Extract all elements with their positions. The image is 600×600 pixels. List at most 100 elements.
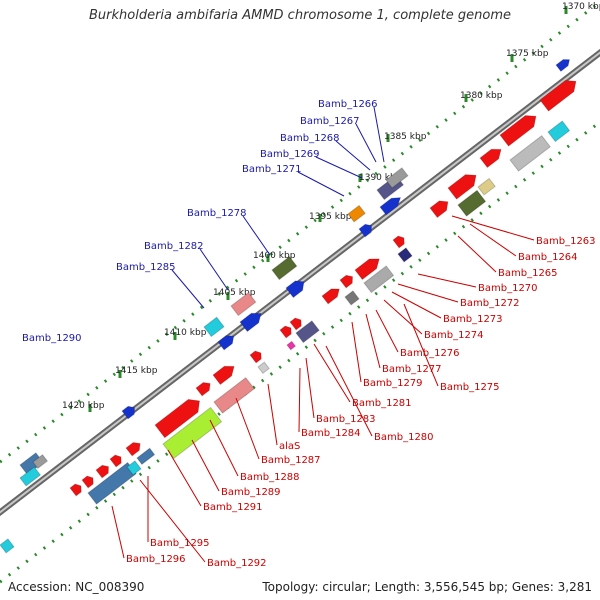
- leader-line: [383, 299, 423, 335]
- tick-label: 1375 kbp: [506, 49, 549, 59]
- inner-gene-label: alaS: [279, 441, 300, 452]
- inner-gene-label: Bamb_1287: [261, 455, 321, 466]
- gene-box-purple: [295, 320, 320, 344]
- outer-gene-label: Bamb_1268: [280, 133, 340, 144]
- outer-gene-label: Bamb_1290: [22, 333, 82, 344]
- inner-gene-label: Bamb_1264: [518, 252, 578, 263]
- inner-gene-label: Bamb_1273: [443, 314, 503, 325]
- gene-arrow-red: [479, 148, 502, 169]
- gene-box-cyan: [19, 466, 42, 487]
- gene-box-gray: [32, 453, 49, 470]
- gene-arrow-red: [289, 317, 302, 331]
- gene-box-gray: [385, 167, 409, 189]
- gene-arrow-red: [249, 350, 262, 364]
- leader-line: [267, 383, 278, 446]
- inner-gene-label: Bamb_1283: [316, 414, 376, 425]
- leader-line: [111, 505, 125, 559]
- map-title: Burkholderia ambifaria AMMD chromosome 1…: [88, 8, 512, 23]
- leader-line: [335, 140, 371, 171]
- gene-arrow-red: [69, 483, 82, 497]
- leader-line: [373, 106, 385, 163]
- inner-gene-label: Bamb_1289: [221, 487, 281, 498]
- gene-arrow-blue: [239, 312, 262, 333]
- inner-gene-label: Bamb_1265: [498, 268, 558, 279]
- gene-box-olive: [271, 255, 298, 281]
- gene-box-cyan: [0, 538, 15, 554]
- tick-label: 1415 kbp: [115, 366, 158, 376]
- outer-gene-label: Bamb_1285: [116, 262, 176, 273]
- leader-line: [139, 479, 206, 563]
- gene-arrow-red: [109, 454, 122, 468]
- leader-line: [403, 303, 439, 387]
- gene-arrow-red: [539, 80, 577, 112]
- gene-arrow-red: [429, 200, 449, 219]
- leader-line: [355, 123, 377, 163]
- tick-label: 1420 kbp: [62, 401, 105, 411]
- gene-arrow-red: [195, 381, 211, 397]
- gene-box-olive: [457, 189, 487, 217]
- gene-box-cyan: [126, 460, 142, 476]
- leader-line: [397, 283, 459, 303]
- leader-line: [298, 367, 301, 433]
- tick-label: 1385 kbp: [384, 132, 427, 142]
- inner-gene-label: Bamb_1292: [207, 558, 267, 569]
- inner-gene-label: Bamb_1296: [126, 554, 186, 565]
- leader-line: [391, 291, 442, 319]
- outer-gene-label: Bamb_1271: [242, 164, 302, 175]
- gene-arrow-blue: [379, 197, 402, 216]
- tick-label: 1405 kbp: [213, 288, 256, 298]
- inner-gene-label: Bamb_1284: [301, 428, 361, 439]
- leader-line: [365, 313, 381, 369]
- tick-label: 1370 kbp: [562, 2, 600, 12]
- inner-gene-label: Bamb_1263: [536, 236, 596, 247]
- inner-gene-label: Bamb_1275: [440, 382, 500, 393]
- outer-gene-label: Bamb_1278: [187, 208, 247, 219]
- gene-box-magenta: [286, 340, 297, 351]
- inner-gene-label: Bamb_1276: [400, 348, 460, 359]
- gene-arrow-red: [447, 174, 477, 200]
- leader-line: [451, 215, 535, 241]
- leader-line: [417, 273, 477, 288]
- gene-box-gray: [509, 134, 551, 172]
- gene-box-gray: [344, 290, 360, 306]
- tick-label: 1395 kbp: [309, 212, 352, 222]
- gene-arrow-red: [81, 475, 94, 489]
- tick-label: 1400 kbp: [253, 251, 296, 261]
- inner-gene-label: Bamb_1291: [203, 502, 263, 513]
- inner-tick-track: [0, 120, 600, 584]
- gene-arrow-red: [212, 365, 235, 386]
- leader-line: [171, 269, 205, 309]
- leader-line: [167, 449, 202, 507]
- gene-box-khaki: [477, 177, 496, 196]
- gene-arrow-red: [279, 325, 292, 339]
- gene-arrow-red: [392, 235, 405, 249]
- inner-gene-label: Bamb_1279: [363, 378, 423, 389]
- inner-gene-label: Bamb_1288: [240, 472, 300, 483]
- gene-box-pink: [230, 291, 257, 317]
- gene-arrow-blue: [285, 280, 305, 299]
- gene-box-cyan: [203, 316, 225, 338]
- accession-label: Accession: NC_008390: [8, 580, 145, 594]
- leader-line: [315, 156, 363, 179]
- gene-box-steel: [136, 447, 156, 466]
- gene-arrow-red: [125, 441, 141, 457]
- gene-arrow-blue: [555, 58, 571, 73]
- inner-gene-label: Bamb_1280: [374, 432, 434, 443]
- leader-line: [297, 171, 345, 197]
- leader-line: [209, 419, 239, 477]
- gene-box-cyan: [547, 120, 571, 143]
- gene-arrow-blue: [217, 335, 235, 351]
- gene-arrow-red: [499, 115, 537, 147]
- leader-line: [351, 321, 362, 383]
- leader-line: [242, 215, 271, 256]
- tick-label: 1390 kbp: [359, 173, 402, 183]
- inner-gene-label: Bamb_1281: [352, 398, 412, 409]
- outer-gene-label: Bamb_1266: [318, 99, 378, 110]
- outer-gene-label: Bamb_1282: [144, 241, 204, 252]
- leader-line: [235, 397, 260, 460]
- inner-gene-label: Bamb_1277: [382, 364, 442, 375]
- leader-line: [305, 357, 315, 419]
- leader-line: [325, 345, 373, 437]
- gene-arrow-red: [321, 288, 340, 305]
- tick-label: 1380 kbp: [460, 91, 503, 101]
